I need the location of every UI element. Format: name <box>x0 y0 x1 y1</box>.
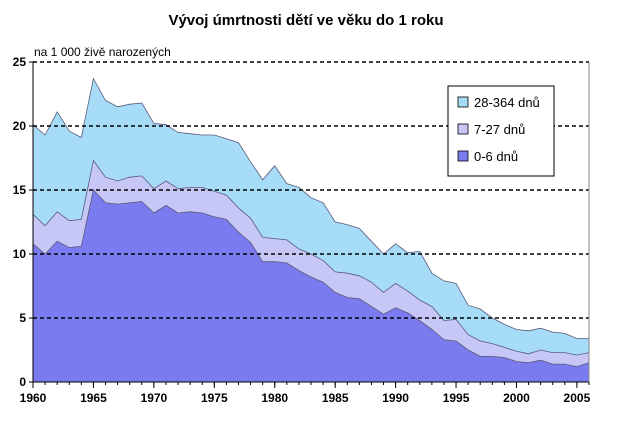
legend: 28-364 dnů 7-27 dnů 0-6 dnů <box>447 85 555 177</box>
legend-swatch-28-364-dn <box>457 96 469 108</box>
legend-swatch-0-6-dn <box>457 150 469 162</box>
y-tick-label-0: 0 <box>19 375 26 389</box>
series-area-0-6-dn <box>33 190 589 382</box>
y-tick-label-15: 15 <box>13 183 27 197</box>
axes: 0 5 10 15 20 25 1960 1965 1970 1975 1980 1985 1990 19… <box>13 55 591 405</box>
series-line-28-364-dn <box>32 77 589 339</box>
unit-label: na 1 000 živě narozených <box>34 45 171 59</box>
x-tick-label-1975: 1975 <box>201 391 228 405</box>
x-tick-label-2000: 2000 <box>503 391 530 405</box>
legend-label-28-364-dn: 28-364 dnů <box>474 95 540 110</box>
y-tick-label-10: 10 <box>13 247 27 261</box>
y-tick-label-25: 25 <box>13 55 27 69</box>
x-tick-label-1970: 1970 <box>141 391 168 405</box>
y-tick-label-20: 20 <box>13 119 27 133</box>
x-tick-label-1960: 1960 <box>20 391 47 405</box>
x-tick-label-2005: 2005 <box>564 391 591 405</box>
x-tick-label-1965: 1965 <box>80 391 107 405</box>
series-line-7-27-dn <box>32 159 590 356</box>
chart-title: Vývoj úmrtnosti dětí ve věku do 1 roku <box>168 12 443 29</box>
legend-swatch-7-27-dn <box>457 123 469 135</box>
x-tick-label-1990: 1990 <box>382 391 409 405</box>
x-tick-label-1985: 1985 <box>322 391 349 405</box>
legend-label-7-27-dn: 7-27 dnů <box>474 122 525 137</box>
legend-label-0-6-dn: 0-6 dnů <box>474 149 518 164</box>
x-tick-label-1995: 1995 <box>443 391 470 405</box>
series-line-0-6-dn <box>32 189 590 368</box>
y-tick-label-5: 5 <box>19 311 26 325</box>
x-tick-label-1980: 1980 <box>261 391 288 405</box>
